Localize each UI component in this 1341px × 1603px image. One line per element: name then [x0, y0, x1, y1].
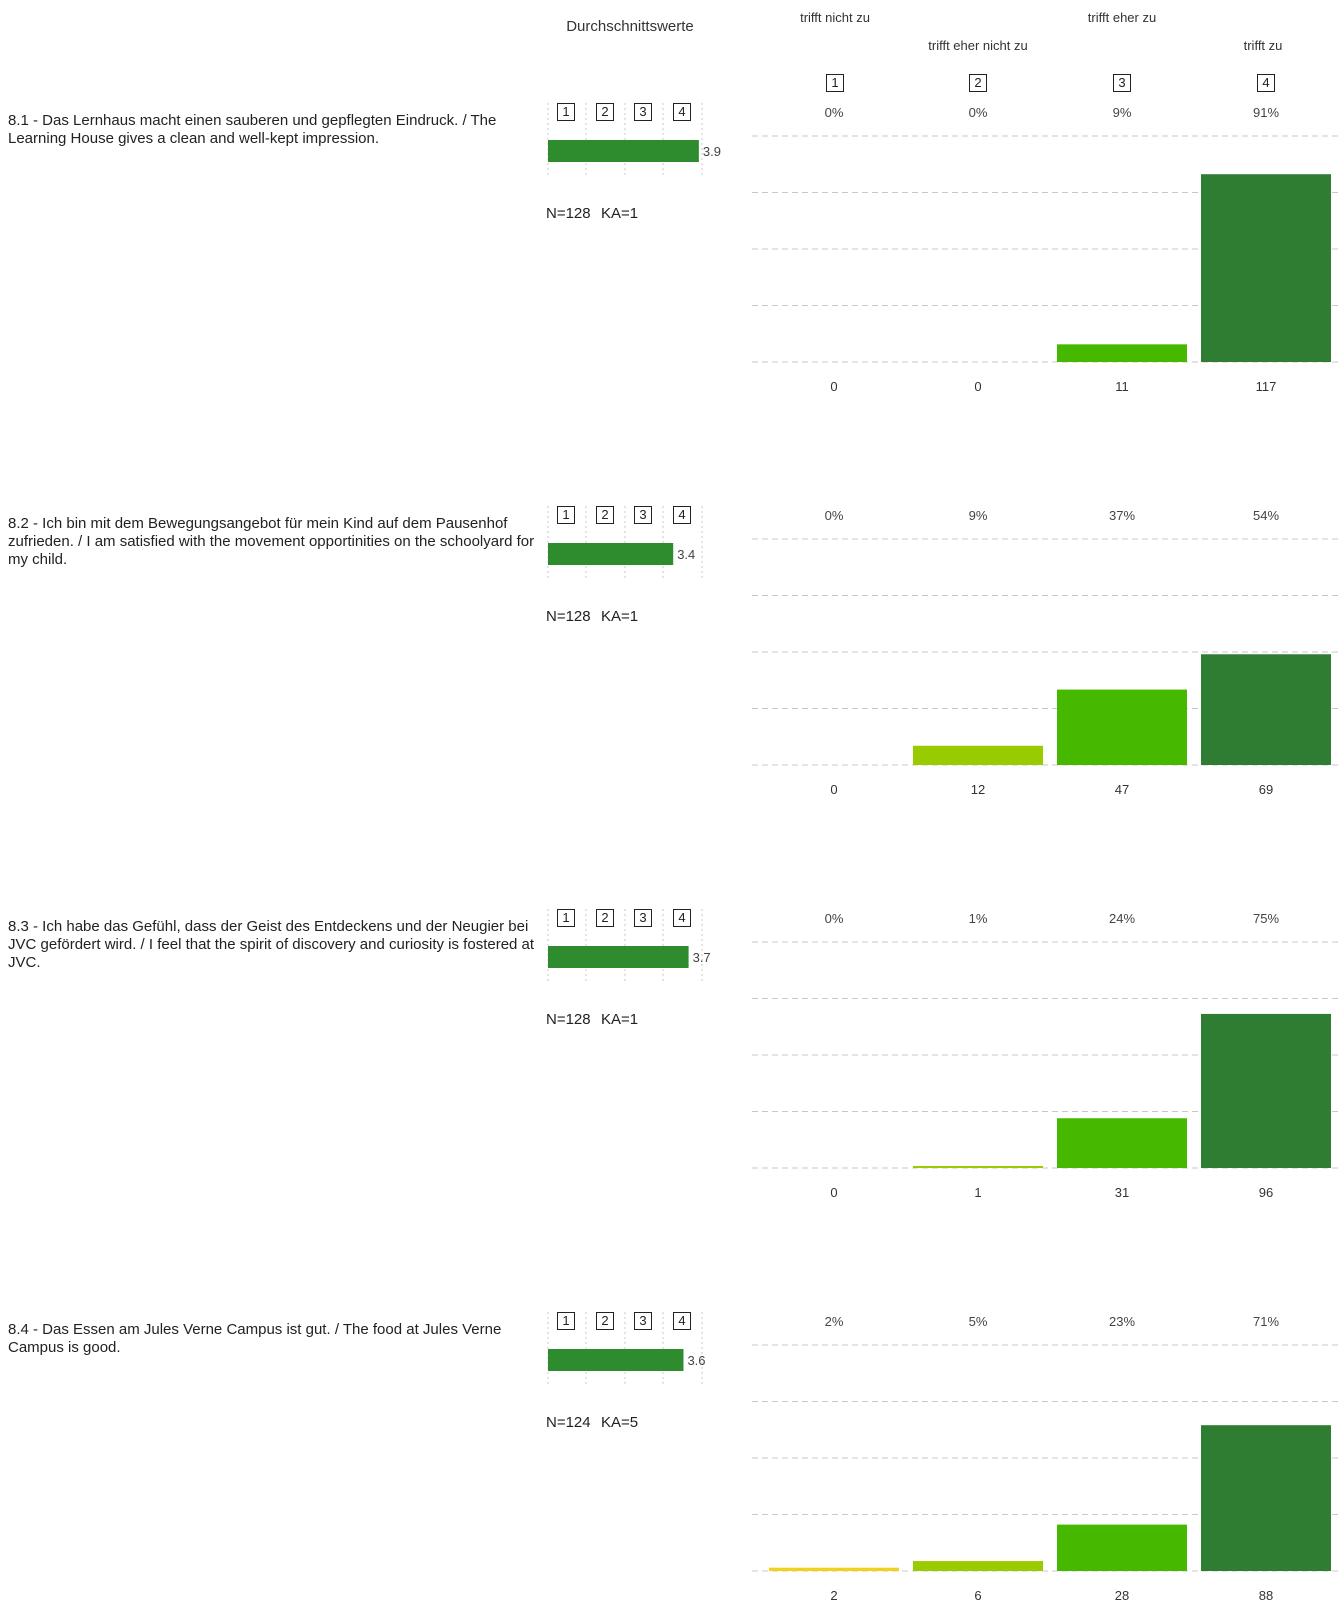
question-text: 8.3 - Ich habe das Gefühl, dass der Geis… [8, 918, 535, 971]
average-bar [548, 1349, 684, 1371]
count-label: 0 [830, 1185, 838, 1200]
average-value-label: 3.4 [677, 547, 696, 562]
count-label: 12 [970, 782, 986, 797]
ka-count-label: KA=1 [601, 608, 639, 625]
mean-scale-number: 3 [634, 103, 652, 121]
percent-label: 9% [968, 508, 988, 523]
average-bar [548, 543, 674, 565]
average-value-label: 3.7 [692, 950, 711, 965]
count-label: 31 [1114, 1185, 1130, 1200]
question-text: 8.2 - Ich bin mit dem Bewegungsangebot f… [8, 515, 535, 568]
count-label: 96 [1258, 1185, 1274, 1200]
mean-scale-number: 3 [634, 1312, 652, 1330]
percent-label: 0% [824, 911, 844, 926]
average-bar [548, 140, 699, 162]
count-label: 2 [830, 1588, 838, 1603]
ka-count-label: KA=1 [601, 205, 639, 222]
percent-label: 23% [1108, 1314, 1136, 1329]
n-count-label: N=128 [546, 205, 591, 222]
percent-label: 0% [968, 105, 988, 120]
category-4-label: trifft zu [1243, 38, 1283, 53]
count-label: 69 [1258, 782, 1274, 797]
distribution-bar [1057, 344, 1187, 362]
count-label: 0 [830, 782, 838, 797]
mean-scale-number: 2 [596, 103, 614, 121]
mean-scale-number: 1 [557, 1312, 575, 1330]
percent-label: 2% [824, 1314, 844, 1329]
distribution-bar [1201, 1425, 1331, 1571]
percent-label: 0% [824, 508, 844, 523]
percent-label: 91% [1252, 105, 1280, 120]
count-label: 117 [1255, 379, 1277, 394]
distribution-bar [913, 1561, 1043, 1571]
mean-scale-number: 3 [634, 909, 652, 927]
mean-scale-number: 4 [673, 506, 691, 524]
question-text: 8.4 - Das Essen am Jules Verne Campus is… [8, 1321, 502, 1356]
category-1-number: 1 [826, 74, 844, 92]
distribution-bar [769, 1567, 899, 1571]
percent-label: 71% [1252, 1314, 1280, 1329]
category-4-number: 4 [1257, 74, 1275, 92]
count-label: 47 [1114, 782, 1130, 797]
distribution-bar [1057, 1118, 1187, 1168]
percent-label: 54% [1252, 508, 1280, 523]
mean-scale-number: 2 [596, 506, 614, 524]
category-2-number: 2 [969, 74, 987, 92]
distribution-bar [1057, 689, 1187, 765]
distribution-bar [913, 1166, 1043, 1168]
mean-scale-number: 3 [634, 506, 652, 524]
percent-label: 24% [1108, 911, 1136, 926]
average-value-label: 3.9 [702, 144, 721, 159]
count-label: 1 [974, 1185, 982, 1200]
mean-scale-number: 2 [596, 1312, 614, 1330]
count-label: 88 [1258, 1588, 1274, 1603]
category-3-number: 3 [1113, 74, 1131, 92]
count-label: 6 [974, 1588, 982, 1603]
mean-scale-number: 1 [557, 506, 575, 524]
ka-count-label: KA=5 [601, 1414, 639, 1431]
count-label: 0 [830, 379, 838, 394]
n-count-label: N=124 [546, 1414, 591, 1431]
percent-label: 75% [1252, 911, 1280, 926]
distribution-bar [1201, 1013, 1331, 1168]
percent-label: 0% [824, 105, 844, 120]
distribution-bar [1201, 174, 1331, 362]
distribution-bar [1057, 1524, 1187, 1571]
mean-scale-number: 1 [557, 103, 575, 121]
category-2-label: trifft eher nicht zu [928, 38, 1028, 53]
count-label: 28 [1114, 1588, 1130, 1603]
n-count-label: N=128 [546, 608, 591, 625]
percent-label: 9% [1112, 105, 1132, 120]
average-bar [548, 946, 689, 968]
category-3-label: trifft eher zu [1087, 10, 1157, 25]
question-text: 8.1 - Das Lernhaus macht einen sauberen … [8, 112, 497, 147]
mean-scale-number: 2 [596, 909, 614, 927]
mean-scale-number: 4 [673, 103, 691, 121]
mean-scale-number: 4 [673, 909, 691, 927]
mean-scale-number: 4 [673, 1312, 691, 1330]
count-label: 11 [1115, 379, 1129, 394]
distribution-bar [1201, 654, 1331, 765]
average-value-label: 3.6 [687, 1353, 706, 1368]
average-column-title: Durchschnittswerte [566, 18, 694, 35]
category-1-label: trifft nicht zu [800, 10, 870, 25]
percent-label: 37% [1108, 508, 1136, 523]
mean-scale-number: 1 [557, 909, 575, 927]
count-label: 0 [974, 379, 982, 394]
ka-count-label: KA=1 [601, 1011, 639, 1028]
n-count-label: N=128 [546, 1011, 591, 1028]
percent-label: 1% [968, 911, 988, 926]
percent-label: 5% [968, 1314, 988, 1329]
distribution-bar [913, 745, 1043, 765]
